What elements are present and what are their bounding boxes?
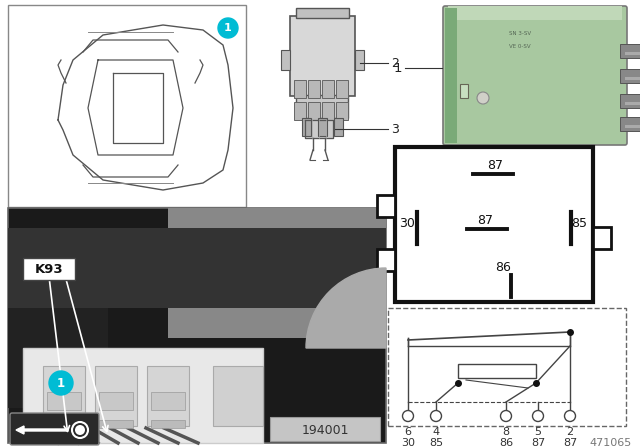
Circle shape xyxy=(403,410,413,422)
Bar xyxy=(377,249,395,271)
Bar xyxy=(99,420,133,428)
Bar xyxy=(458,364,536,378)
Bar xyxy=(294,80,306,98)
Bar xyxy=(302,118,311,136)
Bar xyxy=(322,102,334,120)
Bar xyxy=(620,69,640,83)
Bar xyxy=(308,102,320,120)
Bar xyxy=(8,5,246,207)
Text: VE 0-SV: VE 0-SV xyxy=(509,43,531,48)
Text: 471065: 471065 xyxy=(589,438,632,448)
Text: 87: 87 xyxy=(563,438,577,448)
Text: 4: 4 xyxy=(433,427,440,437)
Bar xyxy=(625,125,640,128)
Bar xyxy=(296,8,349,18)
Bar xyxy=(334,118,343,136)
Circle shape xyxy=(500,410,511,422)
FancyBboxPatch shape xyxy=(10,413,99,445)
Bar xyxy=(625,52,640,55)
Bar xyxy=(355,50,364,70)
Bar xyxy=(290,16,355,96)
Text: K93: K93 xyxy=(35,263,63,276)
Bar xyxy=(308,80,320,98)
Bar xyxy=(8,228,386,308)
Bar xyxy=(336,80,348,98)
Bar xyxy=(388,308,626,426)
Bar xyxy=(620,44,640,58)
Bar xyxy=(23,348,263,443)
Text: 8: 8 xyxy=(502,427,509,437)
Circle shape xyxy=(477,92,489,104)
Text: 86: 86 xyxy=(499,438,513,448)
Bar xyxy=(8,208,386,443)
Bar xyxy=(270,417,380,441)
Text: 3: 3 xyxy=(391,122,399,135)
Polygon shape xyxy=(16,426,68,434)
Bar xyxy=(147,366,189,426)
Bar xyxy=(318,118,327,136)
Bar xyxy=(213,366,263,426)
Text: 5: 5 xyxy=(534,427,541,437)
Text: 30: 30 xyxy=(399,216,415,229)
Bar xyxy=(377,195,395,217)
Bar xyxy=(593,227,611,249)
Bar xyxy=(448,6,622,20)
Bar xyxy=(99,392,133,410)
Text: 1: 1 xyxy=(394,61,402,74)
Text: 85: 85 xyxy=(571,216,587,229)
Bar xyxy=(47,392,81,410)
Circle shape xyxy=(72,422,88,438)
Circle shape xyxy=(532,410,543,422)
Circle shape xyxy=(49,371,73,395)
Text: 6: 6 xyxy=(404,427,412,437)
Bar xyxy=(445,8,457,143)
Text: 1: 1 xyxy=(57,376,65,389)
Bar xyxy=(620,117,640,131)
Bar xyxy=(625,102,640,105)
Text: 194001: 194001 xyxy=(301,423,349,436)
Text: 30: 30 xyxy=(401,438,415,448)
Circle shape xyxy=(75,425,85,435)
Text: 85: 85 xyxy=(429,438,443,448)
Text: 87: 87 xyxy=(477,214,493,227)
Bar xyxy=(47,420,81,428)
Circle shape xyxy=(564,410,575,422)
Bar xyxy=(151,392,185,410)
Text: 2: 2 xyxy=(391,56,399,69)
Polygon shape xyxy=(305,120,333,138)
Circle shape xyxy=(218,18,238,38)
Bar xyxy=(8,278,108,408)
Bar xyxy=(23,258,75,280)
Bar xyxy=(620,94,640,108)
Bar xyxy=(151,420,185,428)
Text: 1: 1 xyxy=(224,23,232,33)
Bar xyxy=(460,84,468,98)
Bar xyxy=(281,50,290,70)
FancyBboxPatch shape xyxy=(443,6,627,145)
Bar xyxy=(294,102,306,120)
Wedge shape xyxy=(306,268,386,348)
Text: 86: 86 xyxy=(495,260,511,273)
Bar xyxy=(395,147,593,302)
Bar xyxy=(168,208,386,338)
Bar xyxy=(43,366,85,426)
Circle shape xyxy=(431,410,442,422)
Bar xyxy=(322,80,334,98)
Bar xyxy=(625,77,640,80)
Text: SN 3-SV: SN 3-SV xyxy=(509,30,531,35)
Text: 87: 87 xyxy=(487,159,503,172)
Bar xyxy=(95,366,137,426)
Bar xyxy=(336,102,348,120)
Text: 87: 87 xyxy=(531,438,545,448)
Bar xyxy=(296,95,348,118)
Text: 2: 2 xyxy=(566,427,573,437)
